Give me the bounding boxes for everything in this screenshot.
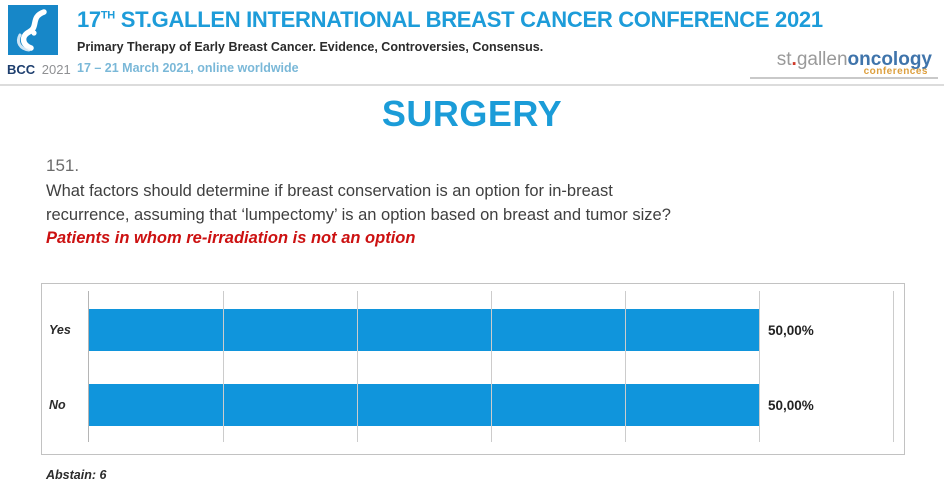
bar-yes (89, 309, 759, 351)
bcc-logo-glyph (16, 9, 47, 52)
gridline (759, 291, 760, 442)
conference-title: 17TH ST.GALLEN INTERNATIONAL BREAST CANC… (77, 7, 823, 33)
logo-underline (750, 77, 938, 79)
category-label-yes: Yes (49, 323, 71, 337)
bar-no (89, 384, 759, 426)
title-text: ST.GALLEN INTERNATIONAL BREAST CANCER CO… (114, 7, 823, 32)
section-title: SURGERY (381, 93, 563, 134)
bcc-logo-caption: BCC 2021 (7, 62, 71, 77)
logo-gallen: gallen (796, 49, 848, 70)
category-label-no: No (49, 398, 66, 412)
gridline (356, 291, 358, 442)
gridline (624, 291, 626, 442)
gridline (893, 291, 894, 442)
value-label-yes: 50,00% (768, 322, 814, 338)
stgallen-oncology-logo: st.gallenoncology (777, 49, 932, 71)
conference-subtitle: Primary Therapy of Early Breast Cancer. … (77, 40, 544, 54)
question-text: What factors should determine if breast … (46, 182, 671, 224)
bcc-logo-icon (8, 5, 58, 55)
logo-oncology: oncology (847, 49, 932, 70)
bcc-label: BCC (7, 62, 36, 77)
value-label-no: 50,00% (768, 397, 814, 413)
bcc-year-label: 2021 (41, 62, 71, 77)
conference-dates: 17 – 21 March 2021, online worldwide (77, 61, 299, 75)
logo-dot: . (791, 49, 797, 70)
gridline (491, 291, 492, 442)
question-subnote: Patients in whom re-irradiation is not a… (46, 229, 416, 247)
bar-row: 50,00% (89, 309, 893, 351)
logo-st: st (776, 49, 792, 70)
header-divider (0, 84, 944, 86)
logo-conferences: conferences (863, 66, 928, 77)
abstain-note: Abstain: 6 (46, 468, 107, 482)
title-ordinal: TH (100, 9, 115, 22)
plot-area: 50,00% 50,00% (88, 291, 894, 442)
question-number: 151. (46, 156, 80, 175)
bar-row: 50,00% (89, 384, 893, 426)
title-number: 17 (77, 7, 101, 32)
gridline (222, 291, 224, 442)
poll-chart: Yes No 50,00% 50,00% (41, 283, 905, 455)
